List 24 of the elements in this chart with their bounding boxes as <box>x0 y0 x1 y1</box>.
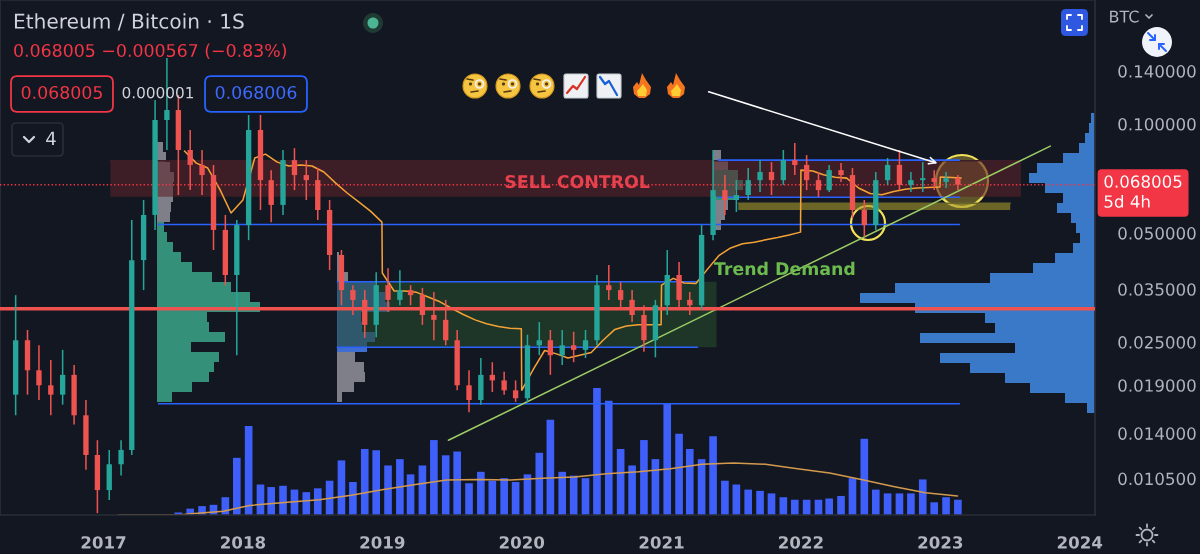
annotation: 0.068006 <box>215 85 297 100</box>
x-tick-label: 2024 <box>1057 536 1103 549</box>
x-tick-label: 2020 <box>499 536 545 549</box>
x-tick-label: 2018 <box>221 536 266 549</box>
x-tick-label: 2019 <box>360 536 405 549</box>
y-tick-label: 0.010500 <box>1118 472 1196 486</box>
text: 0.068005 −0.000567 (−0.83%) <box>14 43 287 60</box>
annotation: 4 <box>46 131 56 145</box>
y-tick-label: 0.014000 <box>1118 427 1196 440</box>
y-tick-label: 0.140000 <box>1118 65 1196 78</box>
text: Ethereum / Bitcoin · 1S <box>14 13 244 31</box>
text: BTC <box>1110 10 1139 23</box>
x-tick-label: 2023 <box>918 536 963 549</box>
x-tick-label: 2021 <box>639 536 684 549</box>
y-tick-label: 0.100000 <box>1118 118 1196 131</box>
y-tick-label: 0.050000 <box>1118 227 1196 240</box>
annotation: 0.068005 <box>21 85 102 100</box>
y-tick-label: 0.025000 <box>1118 336 1196 349</box>
annotation: SELL CONTROL <box>505 175 650 189</box>
x-tick-label: 2017 <box>81 536 126 549</box>
ref-line-label: 0.068005 5d 4h <box>1104 175 1182 208</box>
x-tick-label: 2022 <box>779 536 823 549</box>
y-tick-label: 0.035000 <box>1118 283 1196 296</box>
y-tick-label: 0.019000 <box>1118 379 1196 392</box>
